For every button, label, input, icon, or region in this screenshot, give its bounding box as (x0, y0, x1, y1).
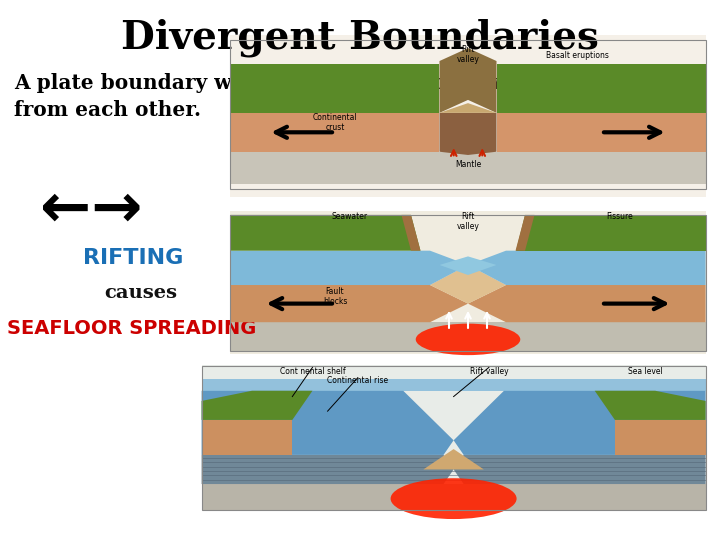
Text: A plate boundary where two plates move away: A plate boundary where two plates move a… (14, 73, 534, 93)
Polygon shape (202, 420, 292, 455)
Text: ←→: ←→ (40, 181, 142, 240)
Text: causes: causes (104, 284, 177, 301)
Polygon shape (516, 215, 534, 251)
Text: Rift
valley: Rift valley (456, 212, 480, 232)
Polygon shape (202, 379, 706, 391)
Polygon shape (230, 285, 468, 322)
Text: RIFTING: RIFTING (83, 248, 183, 268)
Text: Mantle: Mantle (455, 160, 481, 169)
Ellipse shape (390, 478, 517, 519)
Text: Divergent Boundaries: Divergent Boundaries (121, 19, 599, 57)
Polygon shape (468, 285, 706, 322)
Polygon shape (439, 103, 497, 113)
Text: Basalt eruptions: Basalt eruptions (546, 51, 608, 60)
Polygon shape (202, 484, 706, 510)
Polygon shape (430, 265, 506, 303)
Text: Continental
crust: Continental crust (312, 113, 357, 132)
Text: Fissure: Fissure (607, 212, 634, 221)
Polygon shape (497, 113, 706, 152)
Polygon shape (202, 391, 454, 455)
Text: from each other.: from each other. (14, 100, 202, 120)
Polygon shape (468, 251, 706, 285)
Text: Rift
valley: Rift valley (456, 45, 480, 64)
Polygon shape (230, 64, 439, 113)
Polygon shape (230, 113, 439, 152)
Text: Sea level: Sea level (628, 367, 662, 376)
Polygon shape (439, 113, 497, 155)
Polygon shape (202, 455, 454, 484)
Polygon shape (230, 211, 706, 354)
Polygon shape (230, 152, 706, 184)
Polygon shape (230, 215, 420, 251)
Polygon shape (402, 215, 420, 251)
Polygon shape (497, 64, 706, 113)
Polygon shape (439, 48, 497, 113)
Polygon shape (439, 256, 497, 275)
Polygon shape (454, 391, 706, 455)
Polygon shape (230, 322, 706, 351)
Ellipse shape (415, 323, 521, 355)
Polygon shape (230, 35, 706, 197)
Polygon shape (595, 391, 706, 420)
Text: Continental rise: Continental rise (328, 376, 388, 385)
Polygon shape (202, 391, 312, 420)
Text: Rift valley: Rift valley (469, 367, 508, 376)
Polygon shape (423, 449, 484, 469)
Text: Seawater: Seawater (331, 212, 367, 221)
Polygon shape (615, 420, 706, 455)
Text: Fault
blocks: Fault blocks (323, 287, 347, 306)
Text: SEAFLOOR SPREADING: SEAFLOOR SPREADING (7, 319, 256, 338)
Polygon shape (230, 251, 468, 285)
Text: Cont nental shelf: Cont nental shelf (279, 367, 346, 376)
Polygon shape (202, 364, 706, 510)
Polygon shape (454, 455, 706, 484)
Polygon shape (516, 215, 706, 251)
